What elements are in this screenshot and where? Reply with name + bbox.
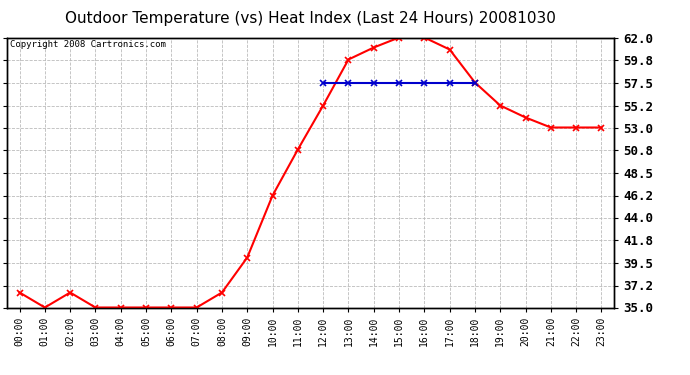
Text: Copyright 2008 Cartronics.com: Copyright 2008 Cartronics.com <box>10 40 166 49</box>
Text: Outdoor Temperature (vs) Heat Index (Last 24 Hours) 20081030: Outdoor Temperature (vs) Heat Index (Las… <box>65 11 556 26</box>
